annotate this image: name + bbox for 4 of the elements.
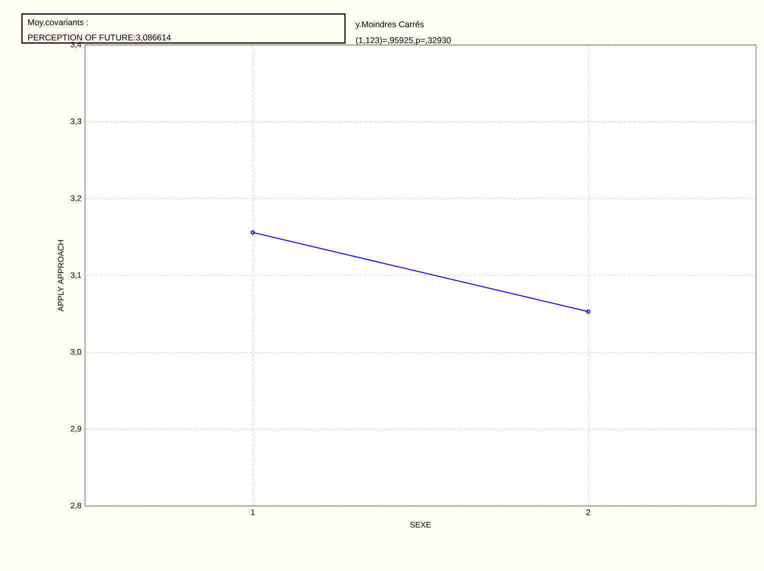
- text: Moy.covariants :: [28, 19, 88, 27]
- chart-title: y.Moindres Carrés: [356, 20, 424, 29]
- text: PERCEPTION OF FUTURE:3,086614: [28, 34, 171, 42]
- chart-subtitle: (1,123)=,95925,p=,32930: [356, 37, 451, 45]
